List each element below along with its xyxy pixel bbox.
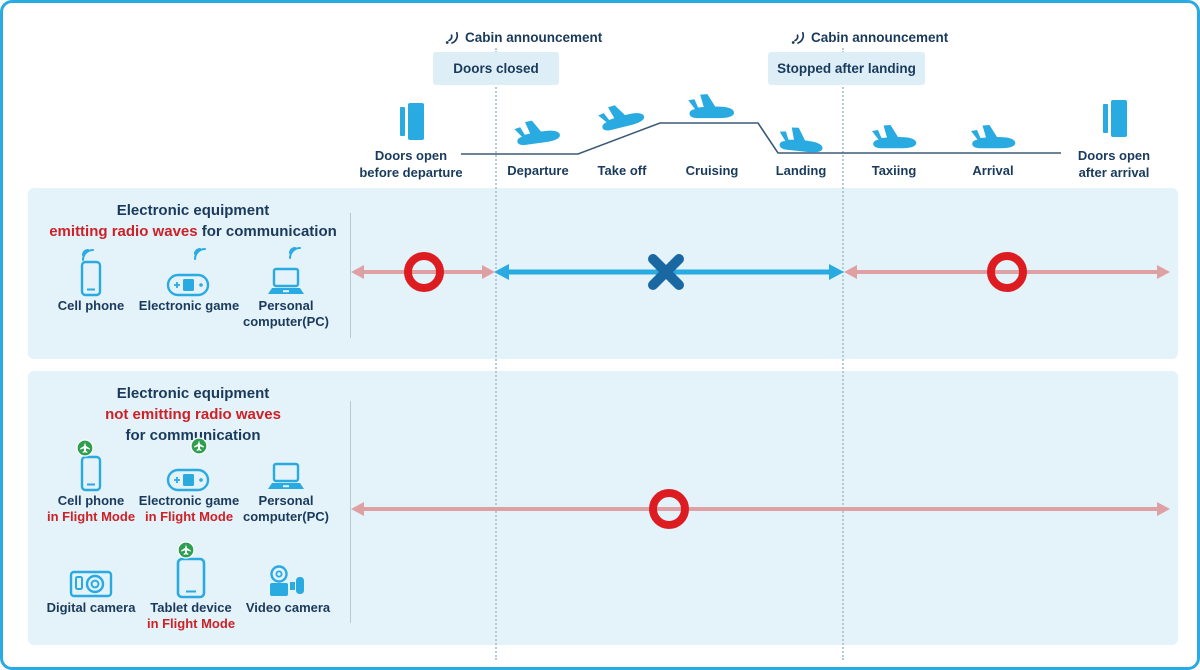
guideline-stopped-after-landing — [842, 48, 844, 660]
radio-waves-icon — [194, 248, 206, 260]
row1-title: Electronic equipment emitting radio wave… — [49, 202, 337, 240]
door-icon — [1103, 100, 1127, 137]
radio-waves-icon — [289, 247, 301, 259]
device-personal-computer: Personal computer(PC) — [231, 445, 341, 525]
event-doors-closed: Doors closed — [433, 52, 559, 85]
event-stopped-after-landing: Stopped after landing — [768, 52, 925, 85]
allowed-ring-icon — [404, 252, 444, 292]
tablet-icon — [176, 557, 206, 599]
sound-waves-icon — [791, 31, 805, 44]
phase-cruising: Cruising — [685, 163, 739, 178]
device-electronic-game-flight-mode: Electronic game in Flight Mode — [134, 437, 244, 525]
door-icon — [400, 103, 424, 140]
airplane-icon — [872, 125, 917, 149]
row2-separator — [350, 401, 351, 623]
airplane-icon — [688, 94, 735, 119]
timeline-start-label: Doors open before departure — [359, 148, 463, 180]
allowed-ring-icon — [987, 252, 1027, 292]
phase-arrival: Arrival — [972, 163, 1014, 178]
row2-title: Electronic equipment not emitting radio … — [105, 385, 281, 444]
laptop-icon — [268, 267, 304, 294]
sound-waves-icon — [445, 31, 459, 44]
allowed-arrow-entire-flight — [351, 502, 1170, 516]
cabin-announcement-2: Cabin announcement — [791, 29, 948, 46]
video-camera-icon — [270, 565, 304, 596]
flight-mode-badge-icon — [76, 439, 94, 457]
phase-take-off: Take off — [597, 163, 647, 178]
device-electronic-game: Electronic game — [134, 248, 244, 314]
device-cell-phone: Cell phone — [36, 249, 146, 314]
device-video-camera: Video camera — [233, 552, 343, 616]
airplane-icon — [598, 105, 645, 131]
row1-separator — [350, 213, 351, 338]
cabin-announcement-label: Cabin announcement — [811, 30, 949, 45]
cabin-announcement-1: Cabin announcement — [445, 29, 602, 46]
prohibited-x-icon — [648, 254, 684, 290]
cell-phone-icon — [80, 455, 102, 492]
guideline-doors-closed — [495, 48, 497, 660]
game-device-icon — [166, 273, 210, 297]
radio-waves-icon — [82, 249, 94, 261]
phase-landing: Landing — [775, 163, 827, 178]
airplane-icon — [971, 125, 1016, 149]
laptop-icon — [268, 462, 304, 489]
device-personal-computer: Personal computer(PC) — [231, 247, 341, 330]
cabin-announcement-label: Cabin announcement — [465, 30, 603, 45]
allowed-ring-icon — [649, 489, 689, 529]
device-tablet-flight-mode: Tablet device in Flight Mode — [136, 541, 246, 632]
game-device-icon — [166, 468, 210, 492]
device-digital-camera: Digital camera — [36, 552, 146, 616]
timeline-end-label: Doors open after arrival — [1077, 148, 1151, 180]
device-cell-phone-flight-mode: Cell phone in Flight Mode — [36, 439, 146, 525]
cell-phone-icon — [80, 260, 102, 297]
airplane-icon — [514, 120, 560, 146]
phase-departure: Departure — [507, 163, 569, 178]
flight-mode-badge-icon — [177, 541, 195, 559]
flight-path-line — [461, 122, 1061, 155]
flight-mode-badge-icon — [190, 437, 208, 455]
airplane-icon — [779, 127, 823, 153]
digital-camera-icon — [69, 570, 113, 598]
phase-taxiing: Taxiing — [871, 163, 917, 178]
